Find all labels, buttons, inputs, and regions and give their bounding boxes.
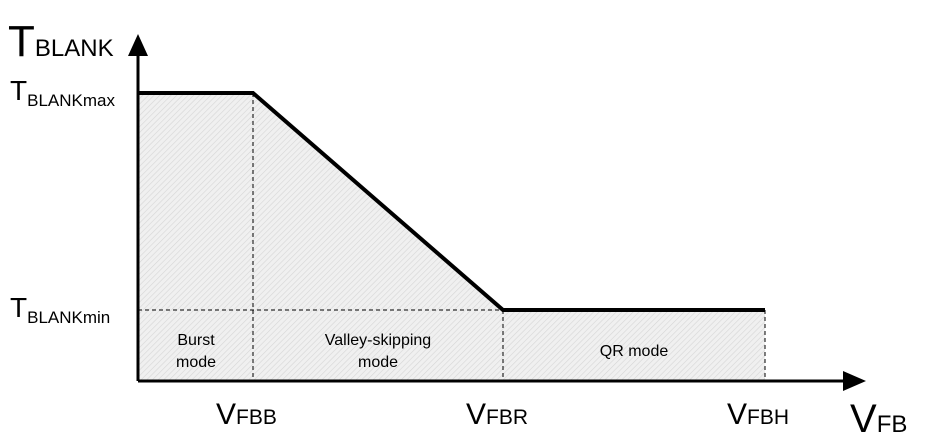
threshold-label: VFBH <box>727 398 789 431</box>
region-label: mode <box>358 354 398 371</box>
shaded-area <box>138 93 765 381</box>
y-arrow <box>128 34 148 56</box>
curve <box>138 91 765 312</box>
level-label: TBLANKmax <box>10 75 115 110</box>
region-label: QR mode <box>600 343 669 360</box>
guides <box>138 93 766 381</box>
region-label: Valley-skipping <box>325 332 431 349</box>
region-label: Burst <box>177 332 215 349</box>
region-label: mode <box>176 354 216 371</box>
threshold-label: VFBR <box>466 398 528 431</box>
x-axis-title: VFB <box>850 397 907 436</box>
x-arrow <box>843 371 866 391</box>
threshold-label: VFBB <box>216 398 277 431</box>
y-axis-title: TBLANK <box>8 17 114 66</box>
level-label: TBLANKmin <box>10 292 110 327</box>
